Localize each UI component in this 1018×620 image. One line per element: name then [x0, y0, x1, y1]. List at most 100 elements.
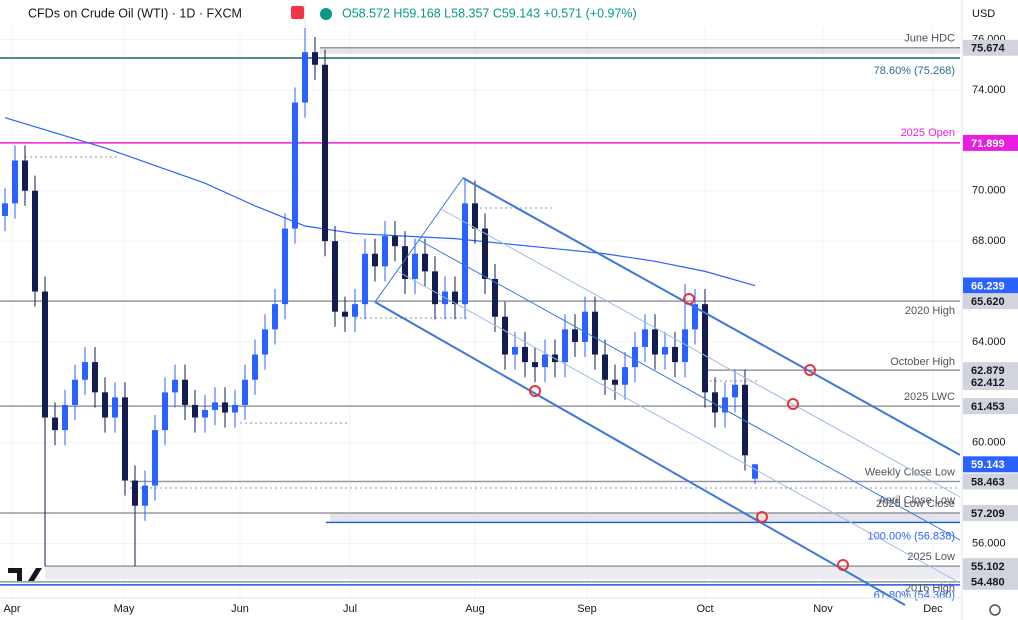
- pivot-marker: [683, 293, 695, 305]
- candle-body: [582, 311, 588, 342]
- level-zone: [330, 513, 960, 522]
- y-tick-label: 74.000: [972, 84, 1006, 96]
- candle-body: [512, 346, 518, 355]
- logo-mark: [28, 568, 42, 581]
- candle-body: [692, 304, 698, 330]
- y-tick-label: 60.000: [972, 437, 1006, 449]
- candle-body: [172, 379, 178, 393]
- price-badge-label: 54.480: [971, 577, 1005, 589]
- markers: [529, 293, 849, 571]
- price-badge: [963, 473, 1018, 490]
- level-label: June HDC: [904, 33, 955, 45]
- logo: [8, 568, 42, 581]
- candle-body: [362, 253, 368, 305]
- flag-icon: [291, 6, 304, 19]
- candle-body: [12, 160, 18, 204]
- candle-body: [22, 160, 28, 191]
- candle-body: [32, 190, 38, 292]
- moving-average-line: [4, 117, 756, 287]
- candle-body: [652, 329, 658, 355]
- candle-body: [492, 278, 498, 317]
- level-label: 100.00% (56.838): [868, 530, 955, 542]
- price-badge-label: 62.879: [971, 365, 1005, 377]
- pivot-marker: [804, 364, 816, 376]
- y-tick-label: 56.000: [972, 537, 1006, 549]
- ohlc-quote: O58.572 H59.168 L58.357 C59.143 +0.571 (…: [342, 6, 637, 20]
- candle-body: [392, 236, 398, 247]
- candle-body: [92, 362, 98, 393]
- level-label: 2025 Low Close: [876, 498, 955, 510]
- price-badge-label: 75.674: [971, 43, 1006, 55]
- x-tick-label: Oct: [696, 603, 713, 615]
- candle-body: [332, 241, 338, 312]
- levels: June HDC 78.60% (75.268) 2025 Open 2020 Hig…: [0, 33, 960, 602]
- level-label: 2020 High: [905, 305, 955, 317]
- logo-mark: [8, 568, 22, 581]
- candle-body: [622, 367, 628, 385]
- x-tick-label: Jun: [231, 603, 249, 615]
- candle-body: [472, 203, 478, 229]
- candle-body: [192, 404, 198, 418]
- candle-body: [522, 346, 528, 363]
- level-label: 2025 Open: [901, 127, 955, 139]
- candle-body: [222, 402, 228, 413]
- candle-body: [402, 246, 408, 279]
- pivot-marker: [837, 559, 849, 571]
- candle-body: [462, 203, 468, 305]
- candle-body: [642, 329, 648, 347]
- x-tick-label: Dec: [923, 603, 943, 615]
- candle-body: [752, 464, 758, 479]
- candle-body: [452, 291, 458, 305]
- x-tick-label: May: [114, 603, 135, 615]
- candle-body: [102, 392, 108, 418]
- candle-body: [322, 64, 328, 242]
- candle-body: [482, 228, 488, 279]
- candle-body: [142, 485, 148, 506]
- channel-lower: [374, 301, 906, 606]
- price-badge-label: 58.463: [971, 476, 1005, 488]
- y-tick-label: 64.000: [972, 336, 1006, 348]
- price-badge-label: 62.412: [971, 377, 1005, 389]
- candle-body: [202, 409, 208, 418]
- price-badge: [963, 573, 1018, 590]
- candle-body: [412, 253, 418, 279]
- x-tick-label: Sep: [577, 603, 597, 615]
- pivot-marker: [756, 511, 768, 523]
- price-badge: [963, 293, 1018, 310]
- price-badge: [963, 398, 1018, 415]
- candle-body: [42, 291, 48, 418]
- settings-icon[interactable]: [989, 604, 1001, 616]
- price-badge-label: 65.620: [971, 296, 1005, 308]
- level-label: Weekly Close Low: [865, 466, 955, 478]
- candle-body: [572, 329, 578, 342]
- candle-body: [672, 346, 678, 363]
- currency: USD: [972, 8, 995, 20]
- candle-body: [122, 397, 128, 481]
- price-badge-label: 57.209: [971, 508, 1005, 520]
- level-label: April Close Low: [879, 495, 955, 507]
- price-badge: [963, 456, 1018, 473]
- candle-body: [422, 253, 428, 272]
- price-badge-label: 59.143: [971, 459, 1005, 471]
- level-label: 2025 Low: [907, 551, 955, 563]
- status-dot: [320, 8, 332, 20]
- level-label: October High: [890, 356, 955, 368]
- candles: [2, 1, 758, 567]
- candle-body: [182, 379, 188, 405]
- candle-body: [242, 379, 248, 405]
- channel-upper: [462, 177, 961, 456]
- candle-body: [602, 354, 608, 380]
- candle-body: [62, 404, 68, 431]
- candle-body: [562, 329, 568, 363]
- price-badge: [963, 362, 1018, 379]
- candle-body: [82, 362, 88, 380]
- candle-body: [682, 329, 688, 363]
- candle-body: [272, 304, 278, 330]
- channel: [374, 177, 961, 606]
- price-badge-label: 71.899: [971, 138, 1005, 150]
- price-badge-label: 55.102: [971, 561, 1005, 573]
- price-badge: [963, 505, 1018, 522]
- candle-body: [72, 379, 78, 405]
- candle-body: [532, 362, 538, 368]
